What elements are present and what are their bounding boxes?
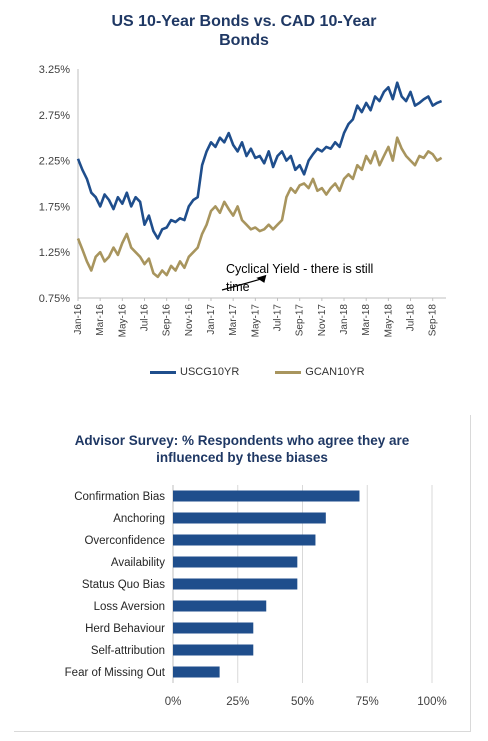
y-tick-label: 2.25% bbox=[39, 156, 70, 168]
legend-label-can: GCAN10YR bbox=[305, 366, 365, 378]
x-tick-label: Sep-16 bbox=[162, 304, 173, 337]
advisor-survey-bar-chart: 0% 25% 50% 75% 100% Confirmation Bias Anchorin… bbox=[65, 485, 447, 708]
x-tick-label: 75% bbox=[356, 696, 379, 708]
x-tick-label: 0% bbox=[165, 696, 182, 708]
bar bbox=[173, 512, 326, 524]
bond-yield-line-chart: 0.75% 1.25% 1.75% 2.25% 2.75% 3.25% Jan-16 Mar-… bbox=[39, 64, 446, 338]
x-tick-label: Jan-18 bbox=[339, 304, 350, 335]
x-tick-label: Jul-17 bbox=[273, 304, 284, 332]
x-tick-label: Mar-18 bbox=[361, 304, 372, 336]
x-tick-label: Jul-16 bbox=[140, 304, 151, 332]
bar-chart-title: Advisor Survey: % Respondents who agree … bbox=[74, 433, 410, 465]
bar bbox=[173, 578, 298, 590]
annotation-text: Cyclical Yield - there is still bbox=[226, 262, 373, 276]
category-label: Confirmation Bias bbox=[74, 491, 165, 503]
legend-item-us: USCG10YR bbox=[150, 366, 239, 378]
bond-yield-chart-panel: US 10-Year Bonds vs. CAD 10-Year Bonds 0… bbox=[39, 13, 446, 378]
category-label: Status Quo Bias bbox=[82, 579, 165, 591]
y-tick-label: 1.25% bbox=[39, 247, 70, 259]
y-tick-label: 0.75% bbox=[39, 293, 70, 305]
legend-label-us: USCG10YR bbox=[180, 366, 240, 378]
category-label: Anchoring bbox=[113, 513, 165, 525]
y-tick-label: 2.75% bbox=[39, 110, 70, 122]
x-tick-label: Mar-17 bbox=[228, 304, 239, 336]
bar bbox=[173, 622, 254, 634]
bar bbox=[173, 644, 254, 656]
annotation-text: time bbox=[226, 280, 250, 294]
category-label: Fear of Missing Out bbox=[65, 667, 166, 679]
category-label: Loss Aversion bbox=[94, 601, 165, 613]
series-line-can bbox=[76, 136, 443, 279]
x-tick-label: Nov-17 bbox=[317, 304, 328, 337]
bar bbox=[173, 490, 360, 502]
series-line-us bbox=[76, 81, 443, 240]
legend-swatch-us bbox=[150, 370, 176, 374]
x-tick-label: Sep-18 bbox=[428, 304, 439, 337]
category-label: Self-attribution bbox=[91, 645, 165, 657]
x-tick-label: Mar-16 bbox=[95, 304, 106, 336]
x-tick-label: Jul-18 bbox=[406, 304, 417, 332]
x-tick-label: Sep-17 bbox=[295, 304, 306, 337]
x-tick-label: Nov-16 bbox=[184, 304, 195, 337]
bar bbox=[173, 600, 267, 612]
annotation-arrowhead bbox=[256, 274, 267, 283]
x-tick-label: Jan-17 bbox=[206, 304, 217, 335]
x-tick-label: 25% bbox=[226, 696, 249, 708]
y-tick-label: 3.25% bbox=[39, 64, 70, 76]
legend-swatch-can bbox=[275, 370, 302, 374]
line-chart-legend: USCG10YR GCAN10YR bbox=[150, 366, 365, 378]
x-tick-label: May-17 bbox=[250, 304, 261, 338]
annotation-arrow bbox=[221, 278, 262, 291]
x-tick-label: Jan-16 bbox=[73, 304, 84, 335]
bar bbox=[173, 666, 220, 678]
bar bbox=[173, 534, 316, 546]
category-label: Overconfidence bbox=[84, 535, 165, 547]
line-chart-title: US 10-Year Bonds vs. CAD 10-Year Bonds bbox=[111, 13, 377, 49]
x-tick-label: May-16 bbox=[117, 304, 128, 338]
x-tick-label: 100% bbox=[417, 696, 446, 708]
y-tick-label: 1.75% bbox=[39, 201, 70, 213]
x-tick-label: May-18 bbox=[383, 304, 394, 338]
category-label: Herd Behaviour bbox=[85, 623, 165, 635]
category-label: Availability bbox=[111, 557, 165, 569]
advisor-survey-chart-panel: Advisor Survey: % Respondents who agree … bbox=[14, 415, 471, 732]
x-tick-label: 50% bbox=[291, 696, 314, 708]
bar bbox=[173, 556, 298, 568]
legend-item-can: GCAN10YR bbox=[275, 366, 365, 378]
